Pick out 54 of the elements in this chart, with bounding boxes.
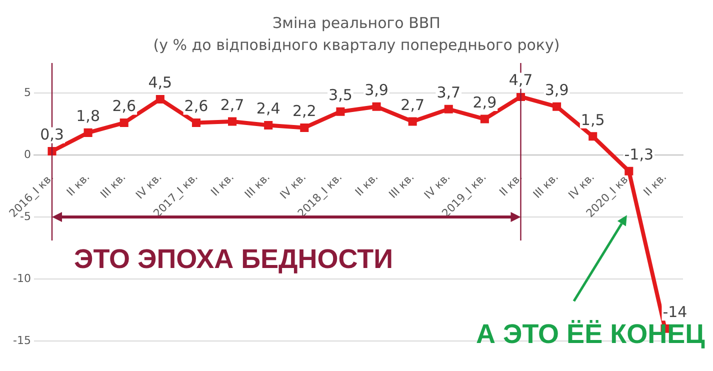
data-label: 3,9 bbox=[364, 81, 388, 100]
chart-title: Зміна реального ВВП bbox=[272, 14, 442, 32]
point bbox=[408, 117, 417, 126]
data-label: 3,9 bbox=[544, 81, 569, 100]
y-tick-label: 0 bbox=[24, 148, 31, 161]
x-tick-label: II кв. bbox=[64, 170, 92, 199]
data-label: 3,5 bbox=[328, 86, 352, 104]
data-label: 2,6 bbox=[184, 97, 208, 116]
x-tick-label: II кв. bbox=[496, 170, 525, 199]
data-label: 4,5 bbox=[148, 74, 172, 92]
x-tick-label: III кв. bbox=[386, 170, 417, 201]
point bbox=[228, 117, 237, 126]
data-label: 0,3 bbox=[40, 126, 64, 144]
data-label: 1,5 bbox=[580, 110, 605, 129]
data-label: 2,7 bbox=[400, 96, 424, 114]
data-label: 4,7 bbox=[508, 71, 533, 90]
y-tick-label: -10 bbox=[13, 272, 31, 285]
annotation: А ЭТО ЁЁ КОНЕЦ bbox=[476, 318, 705, 350]
point bbox=[300, 123, 309, 132]
point bbox=[444, 104, 453, 114]
point bbox=[552, 102, 562, 111]
y-tick-label: 5 bbox=[24, 86, 31, 99]
y-tick-label: -15 bbox=[13, 334, 31, 347]
chart-subtitle: (у % до відповідного кварталу попереднього року) bbox=[152, 36, 561, 54]
x-tick-label: III кв. bbox=[530, 170, 561, 201]
point bbox=[192, 118, 200, 128]
data-label: 2,2 bbox=[292, 102, 316, 120]
x-tick-label: II кв. bbox=[352, 170, 381, 199]
x-tick-label: III кв. bbox=[242, 170, 272, 201]
x-tick-label: IV кв. bbox=[566, 170, 597, 202]
data-label: -14 bbox=[662, 302, 688, 321]
data-label: 3,7 bbox=[436, 84, 461, 102]
point bbox=[84, 128, 92, 137]
point bbox=[480, 114, 489, 124]
x-tick-label: III кв. bbox=[98, 170, 128, 201]
x-tick-label: II кв. bbox=[641, 170, 670, 199]
data-label: 2,9 bbox=[472, 93, 497, 112]
point bbox=[264, 120, 273, 130]
x-tick-label: IV кв. bbox=[278, 170, 309, 202]
data-label: -1,3 bbox=[624, 146, 654, 164]
point bbox=[156, 94, 164, 104]
x-tick-label: IV кв. bbox=[422, 170, 453, 202]
point bbox=[336, 107, 345, 116]
data-label: 1,8 bbox=[76, 107, 100, 126]
x-tick-label: IV кв. bbox=[133, 170, 164, 202]
point bbox=[120, 118, 128, 128]
point bbox=[372, 102, 381, 111]
point bbox=[624, 166, 634, 176]
data-label: 2,4 bbox=[256, 100, 280, 118]
annotation: ЭТО ЭПОХА БЕДНОСТИ bbox=[74, 244, 393, 276]
x-tick-label: II кв. bbox=[208, 170, 236, 199]
data-label: 2,7 bbox=[220, 96, 244, 114]
data-label: 2,6 bbox=[112, 97, 136, 116]
point bbox=[588, 132, 598, 141]
